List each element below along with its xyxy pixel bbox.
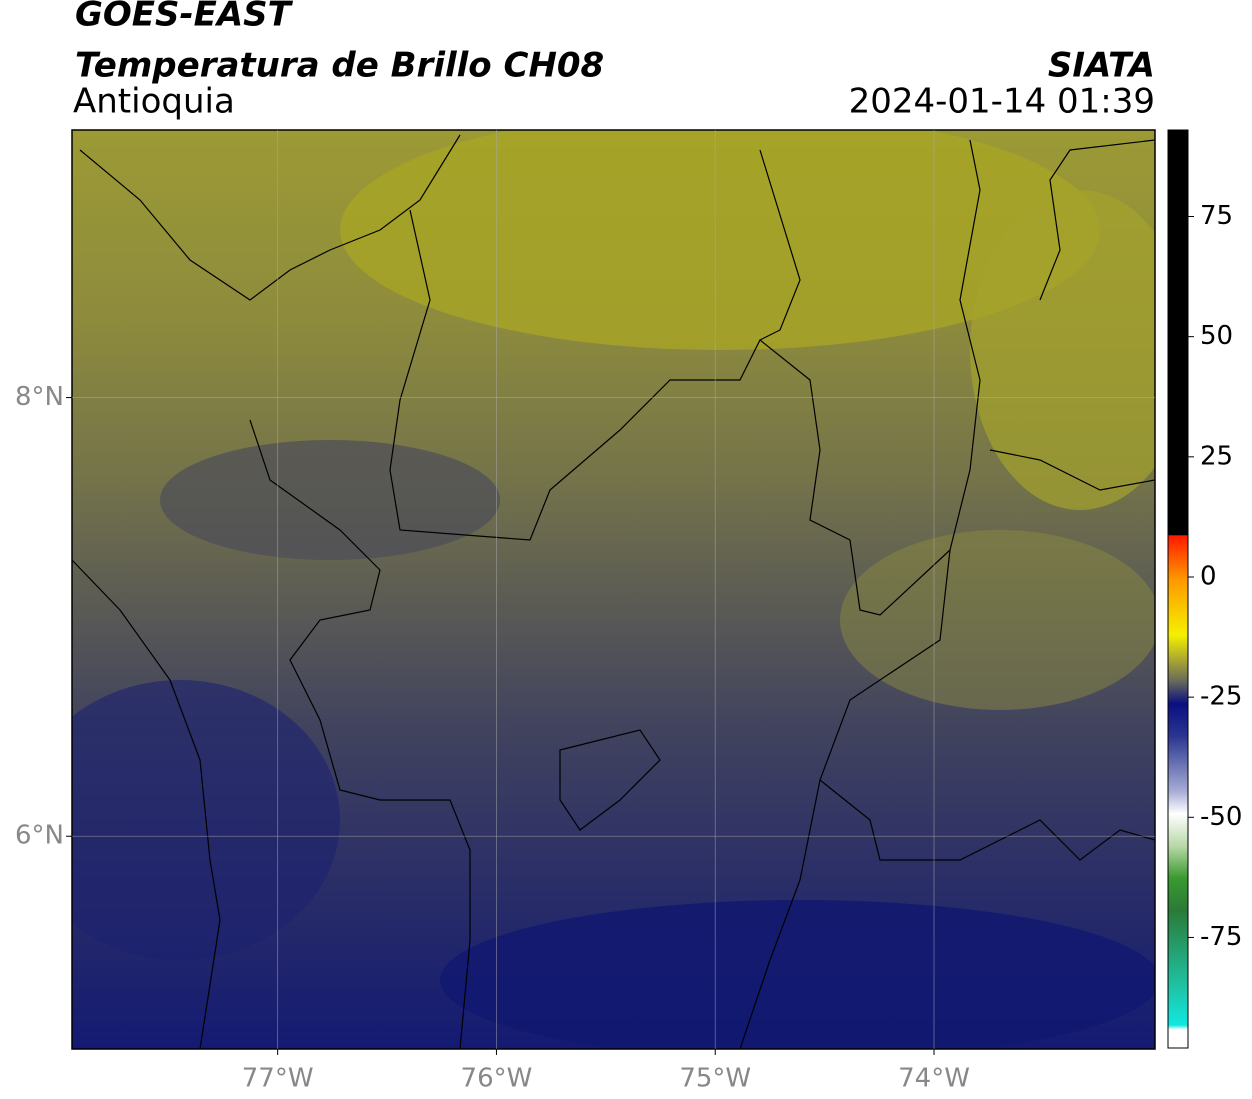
colorbar-tick-label: -50 [1200, 802, 1242, 832]
y-tick-label: 6°N [15, 821, 64, 851]
timestamp: 2024-01-14 01:39 [849, 82, 1155, 122]
colorbar [1167, 129, 1189, 1049]
colorbar-tick-label: -25 [1200, 682, 1242, 712]
colorbar-tick-label: 75 [1200, 201, 1233, 231]
region: Antioquia [73, 82, 235, 122]
colorbar-tick-label: -75 [1200, 922, 1242, 952]
subtitle: Temperatura de Brillo CH08 [75, 46, 604, 86]
colorbar-tick-label: 50 [1200, 321, 1233, 351]
colorbar-tick-label: 25 [1200, 441, 1233, 471]
colorbar-tick-label: 0 [1200, 561, 1217, 591]
map-frame [71, 129, 1156, 1050]
x-tick-label: 76°W [461, 1064, 533, 1094]
y-tick-label: 8°N [15, 382, 64, 412]
x-tick-label: 77°W [242, 1064, 314, 1094]
x-tick-label: 75°W [679, 1064, 751, 1094]
source: SIATA [1048, 46, 1155, 86]
title: GOES-EAST [75, 0, 294, 35]
x-tick-label: 74°W [898, 1064, 970, 1094]
map-image [72, 130, 1155, 1049]
